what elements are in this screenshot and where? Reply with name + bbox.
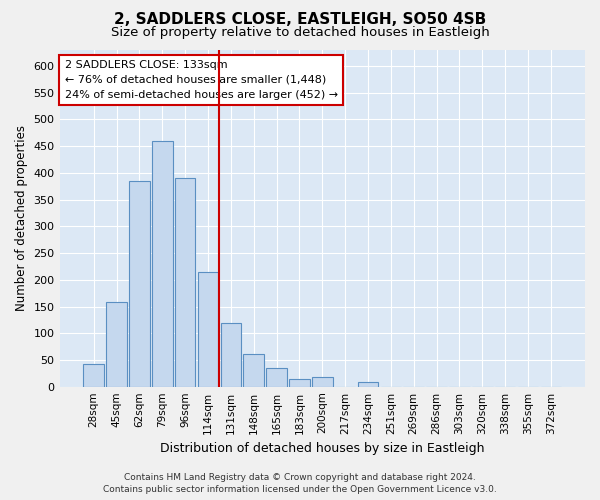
Text: 2 SADDLERS CLOSE: 133sqm
← 76% of detached houses are smaller (1,448)
24% of sem: 2 SADDLERS CLOSE: 133sqm ← 76% of detach… (65, 60, 338, 100)
Text: Size of property relative to detached houses in Eastleigh: Size of property relative to detached ho… (110, 26, 490, 39)
Text: 2, SADDLERS CLOSE, EASTLEIGH, SO50 4SB: 2, SADDLERS CLOSE, EASTLEIGH, SO50 4SB (114, 12, 486, 28)
Bar (221, 322, 241, 386)
Bar (358, 382, 378, 386)
Bar (152, 141, 173, 386)
Bar (266, 368, 287, 386)
X-axis label: Distribution of detached houses by size in Eastleigh: Distribution of detached houses by size … (160, 442, 485, 455)
Bar (129, 181, 150, 386)
Text: Contains HM Land Registry data © Crown copyright and database right 2024.
Contai: Contains HM Land Registry data © Crown c… (103, 472, 497, 494)
Bar (289, 378, 310, 386)
Bar (198, 272, 218, 386)
Bar (83, 364, 104, 386)
Bar (175, 178, 196, 386)
Bar (244, 354, 264, 386)
Y-axis label: Number of detached properties: Number of detached properties (15, 126, 28, 312)
Bar (312, 377, 332, 386)
Bar (106, 302, 127, 386)
